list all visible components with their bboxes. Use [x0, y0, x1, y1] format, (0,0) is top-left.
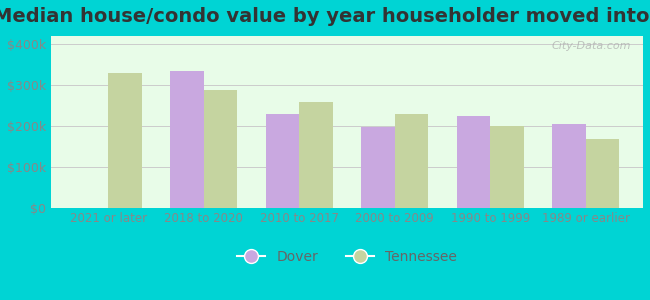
Bar: [266, 113, 299, 208]
Bar: [299, 103, 333, 208]
Bar: [395, 114, 428, 208]
Bar: [457, 116, 490, 208]
Bar: [552, 124, 586, 208]
Bar: [170, 70, 203, 208]
Bar: [361, 127, 395, 208]
Bar: [490, 126, 524, 208]
Title: Median house/condo value by year householder moved into unit: Median house/condo value by year househo…: [0, 7, 650, 26]
Text: City-Data.com: City-Data.com: [552, 41, 631, 51]
Bar: [109, 74, 142, 208]
Legend: Dover, Tennessee: Dover, Tennessee: [232, 244, 462, 269]
Bar: [203, 90, 237, 208]
Bar: [586, 139, 619, 208]
